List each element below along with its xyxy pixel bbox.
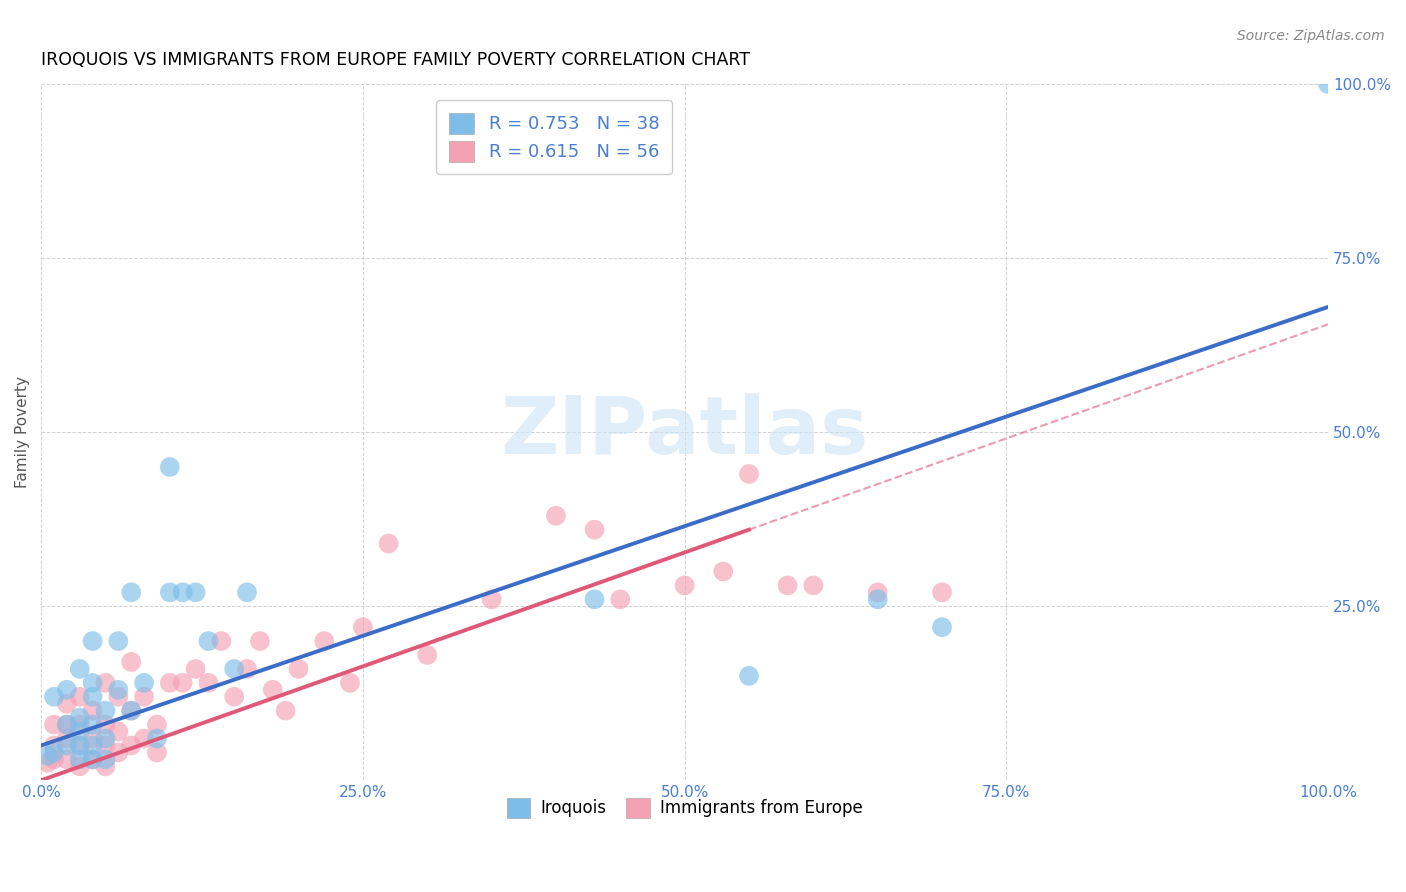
Point	[94, 731, 117, 746]
Text: Source: ZipAtlas.com: Source: ZipAtlas.com	[1237, 29, 1385, 43]
Point	[107, 634, 129, 648]
Point	[82, 717, 104, 731]
Point	[120, 585, 142, 599]
Text: IROQUOIS VS IMMIGRANTS FROM EUROPE FAMILY POVERTY CORRELATION CHART: IROQUOIS VS IMMIGRANTS FROM EUROPE FAMIL…	[41, 51, 751, 69]
Point	[42, 746, 65, 760]
Point	[69, 724, 91, 739]
Point	[416, 648, 439, 662]
Point	[1317, 77, 1340, 91]
Point	[42, 752, 65, 766]
Point	[94, 759, 117, 773]
Point	[236, 662, 259, 676]
Point	[94, 717, 117, 731]
Point	[120, 739, 142, 753]
Point	[224, 690, 246, 704]
Point	[209, 634, 232, 648]
Point	[172, 676, 194, 690]
Point	[931, 585, 953, 599]
Point	[107, 690, 129, 704]
Point	[69, 717, 91, 731]
Point	[184, 662, 207, 676]
Point	[82, 704, 104, 718]
Text: ZIPatlas: ZIPatlas	[501, 393, 869, 471]
Point	[120, 655, 142, 669]
Point	[352, 620, 374, 634]
Point	[56, 697, 79, 711]
Point	[37, 756, 59, 770]
Point	[82, 634, 104, 648]
Point	[69, 662, 91, 676]
Point	[172, 585, 194, 599]
Point	[249, 634, 271, 648]
Point	[738, 669, 761, 683]
Point	[801, 578, 824, 592]
Point	[56, 717, 79, 731]
Point	[42, 717, 65, 731]
Point	[776, 578, 799, 592]
Point	[69, 690, 91, 704]
Point	[866, 585, 889, 599]
Point	[159, 585, 181, 599]
Point	[120, 704, 142, 718]
Point	[56, 739, 79, 753]
Point	[711, 565, 734, 579]
Point	[120, 704, 142, 718]
Point	[69, 739, 91, 753]
Point	[56, 682, 79, 697]
Point	[82, 752, 104, 766]
Point	[197, 634, 219, 648]
Point	[481, 592, 503, 607]
Point	[107, 724, 129, 739]
Point	[146, 717, 169, 731]
Point	[82, 731, 104, 746]
Point	[262, 682, 284, 697]
Point	[738, 467, 761, 481]
Point	[184, 585, 207, 599]
Point	[94, 739, 117, 753]
Point	[159, 676, 181, 690]
Point	[544, 508, 567, 523]
Point	[82, 739, 104, 753]
Point	[236, 585, 259, 599]
Point	[42, 739, 65, 753]
Point	[37, 748, 59, 763]
Point	[132, 690, 155, 704]
Point	[274, 704, 297, 718]
Point	[107, 682, 129, 697]
Point	[146, 731, 169, 746]
Point	[132, 731, 155, 746]
Point	[56, 717, 79, 731]
Legend: Iroquois, Immigrants from Europe: Iroquois, Immigrants from Europe	[501, 791, 869, 824]
Point	[377, 536, 399, 550]
Point	[287, 662, 309, 676]
Point	[866, 592, 889, 607]
Point	[94, 704, 117, 718]
Point	[609, 592, 631, 607]
Point	[132, 676, 155, 690]
Point	[197, 676, 219, 690]
Point	[82, 752, 104, 766]
Point	[314, 634, 336, 648]
Y-axis label: Family Poverty: Family Poverty	[15, 376, 30, 488]
Point	[94, 676, 117, 690]
Point	[146, 746, 169, 760]
Point	[159, 460, 181, 475]
Point	[339, 676, 361, 690]
Point	[56, 752, 79, 766]
Point	[69, 759, 91, 773]
Point	[56, 731, 79, 746]
Point	[82, 676, 104, 690]
Point	[69, 739, 91, 753]
Point	[673, 578, 696, 592]
Point	[931, 620, 953, 634]
Point	[107, 746, 129, 760]
Point	[69, 711, 91, 725]
Point	[224, 662, 246, 676]
Point	[82, 690, 104, 704]
Point	[42, 690, 65, 704]
Point	[69, 752, 91, 766]
Point	[583, 592, 606, 607]
Point	[583, 523, 606, 537]
Point	[94, 752, 117, 766]
